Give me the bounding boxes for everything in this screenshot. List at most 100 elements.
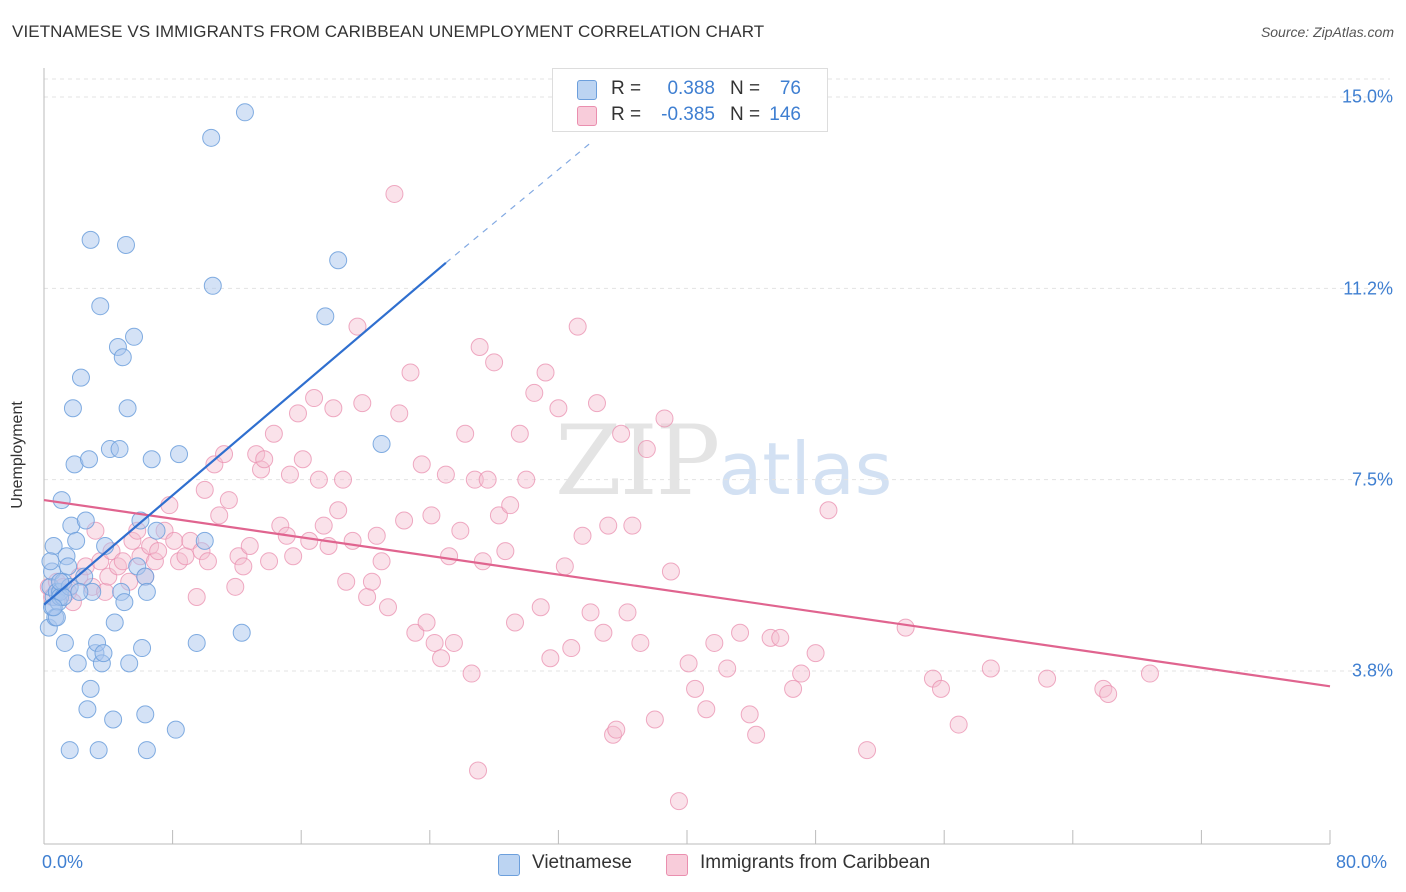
caribbean-point [252,460,271,479]
caribbean-point [771,628,790,647]
legend-row-vietnamese: R = 0.388 N = 76 [553,75,827,101]
caribbean-point [300,531,319,550]
caribbean-point [612,424,631,443]
vietnamese-point [78,700,97,719]
caribbean-point [309,470,328,489]
caribbean-point [379,598,398,617]
caribbean-point [1094,679,1113,698]
caribbean-point [697,700,716,719]
caribbean-point [343,531,362,550]
vietnamese-point [52,491,71,510]
vietnamese-point [125,327,144,346]
vietnamese-point [60,741,79,760]
caribbean-point [637,440,656,459]
watermark-atlas: atlas [718,427,893,511]
caribbean-point [210,506,229,525]
caribbean-point [669,792,688,811]
caribbean-point [1099,684,1118,703]
vietnamese-point [118,399,137,418]
vietnamese-point [80,450,99,469]
caribbean-point [806,644,825,663]
vietnamese-point [120,654,139,673]
bottom-legend-label: Vietnamese [532,852,632,873]
caribbean-point [618,603,637,622]
caribbean-point [858,741,877,760]
caribbean-point [510,424,529,443]
y-tick-label: 7.5% [1351,469,1393,490]
caribbean-point [819,501,838,520]
caribbean-point [549,399,568,418]
vietnamese-point [202,128,221,147]
caribbean-point [555,557,574,576]
vietnamese-point [203,276,222,295]
vietnamese-point [68,654,87,673]
caribbean-point [215,445,234,464]
caribbean-point [631,633,650,652]
caribbean-point [496,542,515,561]
caribbean-point [686,679,705,698]
caribbean-point [333,470,352,489]
caribbean-point [485,353,504,372]
caribbean-point [176,547,195,566]
caribbean-point [607,720,626,739]
caribbean-point [108,557,127,576]
caribbean-point [234,557,253,576]
vietnamese-point [63,399,82,418]
legend-n-label: N = [730,104,761,125]
caribbean-point [284,547,303,566]
caribbean-point [395,511,414,530]
caribbean-point [226,577,245,596]
caribbean-point [417,613,436,632]
caribbean-point [187,588,206,607]
vietnamese-point [115,593,134,612]
caribbean-point [981,659,1000,678]
caribbean-point [432,649,451,668]
caribbean-point [731,623,750,642]
vietnamese-point [44,598,63,617]
caribbean-point [718,659,737,678]
caribbean-point [219,491,238,510]
bottom-legend-label: Immigrants from Caribbean [700,852,931,873]
caribbean-point [165,531,184,550]
legend-r-label: R = [611,78,642,99]
caribbean-point [562,639,581,658]
caribbean-point [260,552,279,571]
caribbean-point [412,455,431,474]
vietnamese-point [329,251,348,270]
caribbean-point [436,465,455,484]
vietnamese-point [136,705,155,724]
vietnamese-point [113,348,132,367]
vietnamese-point [170,445,189,464]
legend-r-label: R = [611,104,642,125]
caribbean-point [422,506,441,525]
vietnamese-point [316,307,335,326]
caribbean-point [401,363,420,382]
caribbean-point [451,521,470,540]
caribbean-point [505,613,524,632]
caribbean-point [367,526,386,545]
vietnamese-point [133,639,152,658]
vietnamese-point [147,521,166,540]
caribbean-point [784,679,803,698]
caribbean-point [255,450,274,469]
vietnamese-point [41,552,60,571]
caribbean-point [324,399,343,418]
vietnamese-point [235,103,254,122]
caribbean-point [372,552,391,571]
caribbean-point [240,536,259,555]
legend-n-value: 146 [769,104,801,125]
caribbean-point [469,761,488,780]
caribbean-point [541,649,560,668]
caribbean-point [293,450,312,469]
correlation-legend: R = 0.388 N = 76 R = -0.385 N = 146 [552,68,828,132]
vietnamese-point [91,297,110,316]
caribbean-point [465,470,484,489]
caribbean-point [440,547,459,566]
watermark: ZIPatlas [555,405,892,517]
caribbean-point [761,628,780,647]
caribbean-point [390,404,409,423]
y-tick-label: 11.2% [1343,278,1393,299]
caribbean-point [594,623,613,642]
vietnamese-point [232,623,251,642]
